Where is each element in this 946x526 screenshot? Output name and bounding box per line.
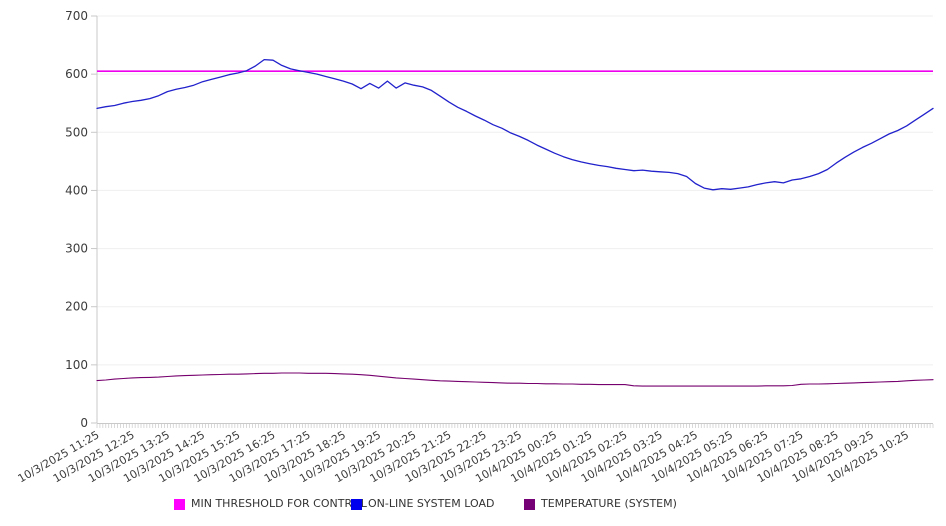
legend-label-system-load: ON-LINE SYSTEM LOAD bbox=[368, 497, 495, 510]
y-tick-label: 300 bbox=[65, 242, 88, 256]
legend-item-temperature[interactable]: TEMPERATURE (SYSTEM) bbox=[524, 497, 677, 511]
y-tick-label: 400 bbox=[65, 183, 88, 197]
chart-legend: MIN THRESHOLD FOR CONTROL ON-LINE SYSTEM… bbox=[0, 497, 946, 513]
y-tick-label: 200 bbox=[65, 300, 88, 314]
y-tick-label: 700 bbox=[65, 9, 88, 23]
temperature-line bbox=[96, 372, 934, 387]
y-tick-label: 600 bbox=[65, 67, 88, 81]
y-tick-label: 500 bbox=[65, 125, 88, 139]
legend-label-temperature: TEMPERATURE (SYSTEM) bbox=[541, 497, 677, 510]
legend-item-system-load[interactable]: ON-LINE SYSTEM LOAD bbox=[351, 497, 494, 511]
legend-swatch-temperature bbox=[524, 498, 535, 510]
legend-label-min-threshold: MIN THRESHOLD FOR CONTROL bbox=[191, 497, 367, 510]
legend-swatch-min-threshold bbox=[174, 498, 185, 510]
system-load-line bbox=[96, 58, 934, 191]
legend-swatch-system-load bbox=[351, 498, 362, 510]
y-tick-label: 0 bbox=[80, 416, 88, 430]
y-tick-label: 100 bbox=[65, 358, 88, 372]
legend-item-min-threshold[interactable]: MIN THRESHOLD FOR CONTROL bbox=[174, 497, 367, 511]
